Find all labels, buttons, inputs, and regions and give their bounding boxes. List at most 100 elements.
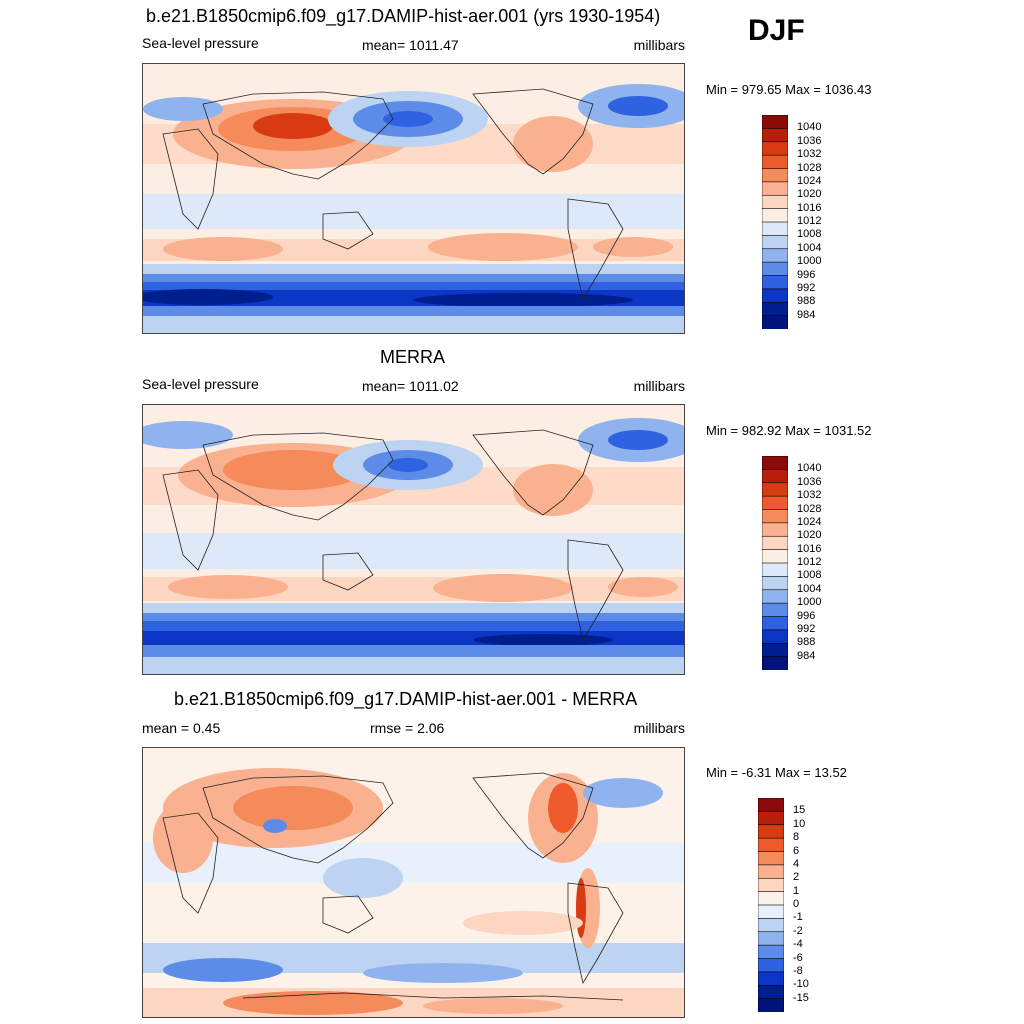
colorbar-swatch — [762, 629, 788, 644]
colorbar-swatch — [762, 128, 788, 143]
colorbar-swatch — [758, 837, 784, 853]
colorbar-swatch — [762, 576, 788, 591]
colorbar-swatch — [758, 824, 784, 839]
colorbar-tick-label: 8 — [793, 831, 800, 844]
panel2-mean-label: mean= 1011.02 — [362, 378, 459, 394]
panel2-minmax: Min = 982.92 Max = 1031.52 — [706, 423, 872, 438]
colorbar-tick-label: 1004 — [797, 582, 822, 595]
colorbar-tick-label: 1012 — [797, 556, 822, 568]
colorbar-tick-label: 988 — [797, 295, 816, 308]
colorbar-swatch — [758, 931, 784, 946]
colorbar-tick-label: 992 — [797, 622, 816, 635]
panel3-units-label: millibars — [633, 720, 685, 736]
colorbar-tick-label: -6 — [793, 951, 803, 964]
colorbar-swatch — [762, 181, 788, 196]
panel1-colorbar — [762, 115, 788, 329]
colorbar-swatch — [762, 495, 788, 511]
panel2-units-label: millibars — [633, 378, 685, 394]
panel3-title: b.e21.B1850cmip6.f09_g17.DAMIP-hist-aer.… — [174, 689, 638, 709]
colorbar-swatch — [762, 456, 788, 470]
colorbar-swatch — [762, 141, 788, 156]
colorbar-tick-label: 988 — [797, 636, 816, 649]
colorbar-tick-label: 15 — [793, 804, 806, 817]
colorbar-tick-label: 1000 — [797, 255, 822, 268]
colorbar-tick-label: -8 — [793, 964, 803, 977]
colorbar-swatch — [762, 248, 788, 263]
panel1-minmax: Min = 979.65 Max = 1036.43 — [706, 82, 872, 97]
colorbar-tick-label: -15 — [793, 991, 809, 1004]
colorbar-tick-label: 1036 — [797, 134, 822, 147]
colorbar-tick-label: 1016 — [797, 542, 822, 555]
panel1-units-label: millibars — [633, 37, 685, 53]
panel2-map — [142, 404, 685, 675]
colorbar-tick-label: 10 — [793, 817, 806, 830]
panel3-mean-label: mean = 0.45 — [142, 720, 221, 736]
colorbar-swatch — [762, 549, 788, 564]
colorbar-tick-label: 1 — [793, 884, 800, 897]
colorbar-swatch — [758, 891, 784, 906]
colorbar-tick-label: -2 — [793, 924, 803, 937]
colorbar-tick-label: 1032 — [797, 489, 822, 502]
colorbar-swatch — [762, 115, 788, 129]
colorbar-tick-label: 1016 — [797, 201, 822, 214]
colorbar-tick-label: 6 — [793, 844, 800, 857]
colorbar-tick-label: 1024 — [797, 515, 822, 528]
panel3-minmax: Min = -6.31 Max = 13.52 — [706, 765, 847, 780]
colorbar-swatch — [762, 154, 788, 170]
colorbar-swatch — [758, 877, 784, 893]
colorbar-tick-label: 1040 — [797, 462, 822, 475]
colorbar-swatch — [758, 971, 784, 986]
colorbar-tick-label: 1000 — [797, 596, 822, 609]
colorbar-swatch — [762, 275, 788, 290]
colorbar-swatch — [762, 288, 788, 303]
colorbar-swatch — [762, 642, 788, 658]
colorbar-swatch — [762, 562, 788, 577]
colorbar-swatch — [758, 984, 784, 1000]
colorbar-tick-label: -10 — [793, 978, 809, 991]
panel2-colorbar — [762, 456, 788, 670]
colorbar-tick-label: 1024 — [797, 174, 822, 187]
colorbar-swatch — [758, 904, 784, 919]
colorbar-tick-label: 992 — [797, 281, 816, 294]
colorbar-tick-label: 1040 — [797, 121, 822, 134]
colorbar-tick-label: 1028 — [797, 502, 822, 515]
panel1-map — [142, 63, 685, 334]
panel1-mean-label: mean= 1011.47 — [362, 37, 459, 53]
panel3-rmse-label: rmse = 2.06 — [370, 720, 445, 736]
colorbar-tick-label: 1004 — [797, 241, 822, 254]
colorbar-swatch — [762, 522, 788, 537]
colorbar-tick-label: -1 — [793, 911, 803, 924]
colorbar-swatch — [758, 851, 784, 866]
panel3-colorbar — [758, 798, 784, 1012]
colorbar-swatch — [758, 864, 784, 879]
colorbar-tick-label: 0 — [793, 898, 800, 910]
colorbar-tick-label: 1008 — [797, 228, 822, 241]
panel2-variable-label: Sea-level pressure — [142, 376, 259, 392]
panel1-variable-label: Sea-level pressure — [142, 35, 259, 51]
colorbar-swatch — [762, 208, 788, 223]
colorbar-swatch — [762, 221, 788, 236]
colorbar-swatch — [758, 958, 784, 973]
colorbar-swatch — [758, 918, 784, 933]
colorbar-swatch — [762, 235, 788, 250]
colorbar-tick-label: 1020 — [797, 188, 822, 201]
colorbar-tick-label: 1028 — [797, 161, 822, 174]
colorbar-swatch — [762, 469, 788, 484]
colorbar-swatch — [762, 315, 788, 329]
colorbar-tick-label: 1020 — [797, 529, 822, 542]
panel3-map — [142, 747, 685, 1018]
colorbar-tick-label: 996 — [797, 268, 816, 281]
colorbar-swatch — [758, 944, 784, 960]
colorbar-tick-label: 2 — [793, 871, 800, 884]
season-label: DJF — [748, 14, 805, 47]
colorbar-swatch — [762, 535, 788, 551]
colorbar-tick-label: -4 — [793, 938, 803, 951]
panel1-title: b.e21.B1850cmip6.f09_g17.DAMIP-hist-aer.… — [146, 6, 661, 26]
panel2-title: MERRA — [380, 347, 446, 367]
colorbar-swatch — [762, 656, 788, 670]
colorbar-swatch — [762, 301, 788, 317]
colorbar-tick-label: 1008 — [797, 569, 822, 582]
colorbar-swatch — [762, 194, 788, 210]
colorbar-swatch — [758, 811, 784, 826]
colorbar-tick-label: 1032 — [797, 148, 822, 161]
